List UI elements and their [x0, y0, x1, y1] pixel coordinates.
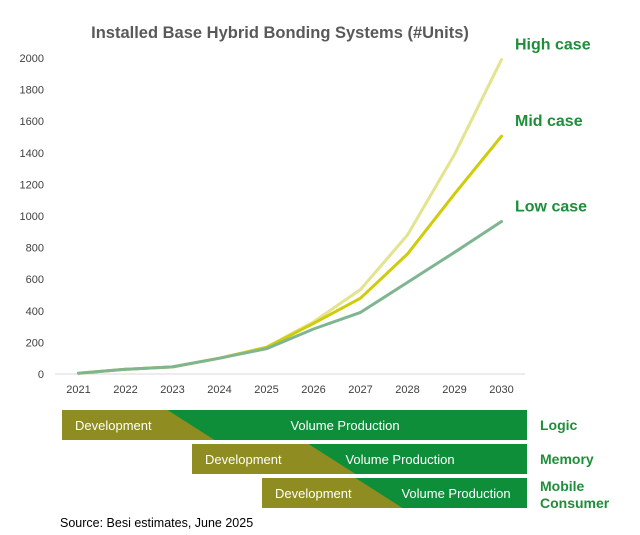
x-tick-label: 2027 — [348, 384, 372, 396]
y-axis: 0 200 400 600 800 1000 1200 1400 1600 1800 2000 — [20, 53, 44, 381]
y-tick-label: 400 — [26, 306, 44, 318]
y-tick-label: 600 — [26, 274, 44, 286]
x-tick-label: 2029 — [442, 384, 466, 396]
phase-row-label: Memory — [540, 451, 594, 467]
phase-row: Development Volume Production Mobile Consum… — [262, 478, 610, 511]
phase-row-label: Logic — [540, 417, 578, 433]
series-lines — [77, 58, 503, 375]
volume-production-label: Volume Production — [345, 452, 454, 467]
phase-row-label: Mobile Consumer — [540, 478, 610, 511]
x-tick-label: 2021 — [66, 384, 90, 396]
y-tick-label: 1400 — [20, 148, 44, 160]
chart-title: Installed Base Hybrid Bonding Systems (#… — [91, 24, 469, 42]
phase-bars: Development Volume Production LogicDevelop… — [62, 410, 610, 511]
development-bar — [262, 478, 403, 508]
y-tick-label: 0 — [38, 369, 44, 381]
series-label-low-case: Low case — [515, 199, 587, 216]
y-tick-label: 1200 — [20, 179, 44, 191]
development-label: Development — [275, 486, 352, 501]
y-tick-label: 800 — [26, 243, 44, 255]
series-labels: High case Mid case Low case — [515, 37, 591, 216]
x-tick-label: 2024 — [207, 384, 231, 396]
development-bar — [62, 410, 215, 440]
y-tick-label: 1000 — [20, 211, 44, 223]
development-bar — [192, 444, 356, 474]
x-axis: 2021 2022 2023 2024 2025 2026 2027 2028 2029 2030 — [55, 373, 525, 396]
x-tick-label: 2030 — [489, 384, 513, 396]
volume-production-label: Volume Production — [401, 486, 510, 501]
source-note: Source: Besi estimates, June 2025 — [60, 516, 253, 530]
volume-production-label: Volume Production — [290, 418, 399, 433]
series-label-high-case: High case — [515, 37, 591, 54]
x-tick-label: 2025 — [254, 384, 278, 396]
x-tick-label: 2023 — [160, 384, 184, 396]
development-label: Development — [205, 452, 282, 467]
phase-row: Development Volume Production Logic — [62, 410, 578, 440]
series-label-mid-case: Mid case — [515, 113, 583, 130]
x-tick-label: 2022 — [113, 384, 137, 396]
x-tick-label: 2028 — [395, 384, 419, 396]
series-line-low-case — [77, 220, 503, 375]
y-tick-label: 1600 — [20, 116, 44, 128]
development-label: Development — [75, 418, 152, 433]
y-tick-label: 2000 — [20, 53, 44, 65]
y-tick-label: 200 — [26, 337, 44, 349]
phase-row: Development Volume Production Memory — [192, 444, 594, 474]
x-tick-label: 2026 — [301, 384, 325, 396]
y-tick-label: 1800 — [20, 85, 44, 97]
